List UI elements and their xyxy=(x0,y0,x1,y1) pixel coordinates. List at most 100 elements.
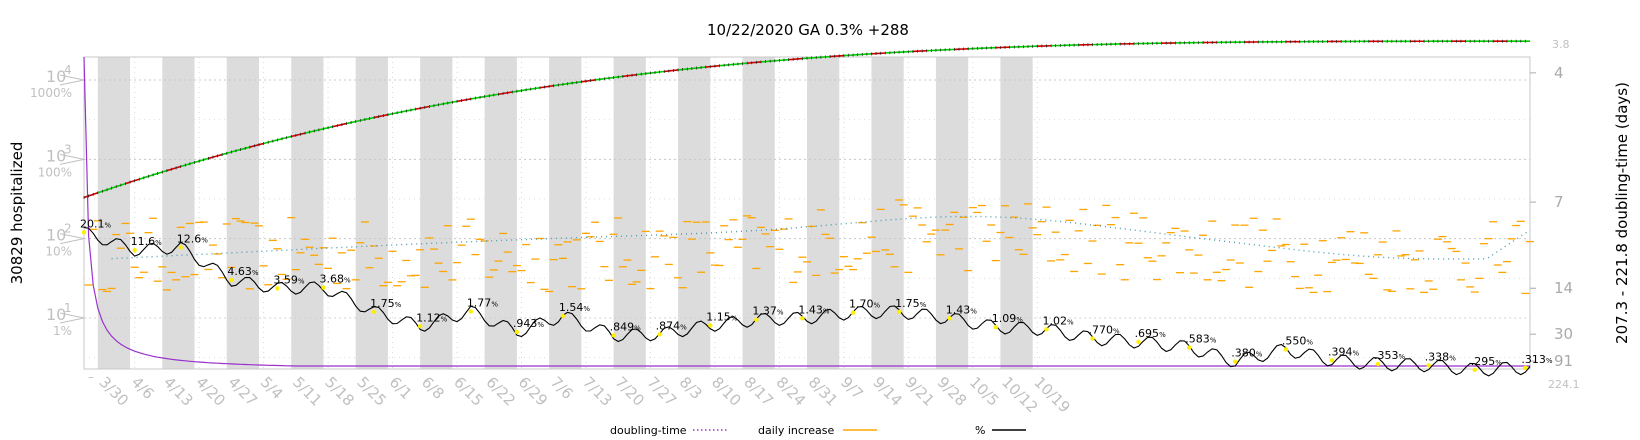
cumulative-segment xyxy=(608,76,614,79)
percent-marker xyxy=(611,333,616,338)
weekend-band xyxy=(678,57,711,369)
cumulative-segment xyxy=(254,143,260,147)
cumulative-segment xyxy=(286,135,292,139)
percent-sign: % xyxy=(731,314,738,322)
percent-label: 1.77% xyxy=(467,296,499,309)
percent-marker xyxy=(850,310,856,315)
left-tick-percent: 100% xyxy=(38,165,72,179)
percent-label: 1.12% xyxy=(416,311,448,324)
cumulative-segment xyxy=(373,115,379,119)
percent-sign: % xyxy=(1113,328,1120,336)
cumulative-segment xyxy=(332,124,338,128)
cumulative-segment xyxy=(235,148,241,152)
percent-label: .874% xyxy=(656,319,688,332)
percent-marker xyxy=(1375,361,1381,367)
percent-marker xyxy=(1090,336,1095,341)
percent-sign: % xyxy=(634,324,641,332)
cumulative-series xyxy=(83,39,1531,200)
weekend-band xyxy=(97,57,131,369)
x-tick-label: 10/12 xyxy=(998,373,1041,416)
percent-marker xyxy=(1283,347,1289,352)
cumulative-segment xyxy=(189,161,195,165)
x-tick-label: 8/31 xyxy=(805,373,842,410)
right-axis-bottom: 224.1 xyxy=(1548,378,1580,391)
left-tick: 104 1000% xyxy=(30,63,85,100)
percent-sign: % xyxy=(874,302,881,310)
cumulative-segment xyxy=(470,97,476,100)
legend-label-doubling-time: doubling-time xyxy=(610,424,687,437)
cumulative-segment xyxy=(489,94,494,97)
weekend-band xyxy=(871,57,904,369)
percent-sign: % xyxy=(1546,357,1553,365)
right-axis-ticks: 4 7 14 30 91 xyxy=(1530,64,1573,370)
percent-label: .849% xyxy=(610,320,642,333)
cumulative-segment xyxy=(613,76,619,79)
x-tick-label: 10/19 xyxy=(1030,373,1073,416)
weekend-band xyxy=(484,57,517,369)
cumulative-segment xyxy=(355,119,361,123)
percent-sign: % xyxy=(395,301,402,309)
x-tick-label: 6/22 xyxy=(482,373,519,410)
cumulative-segment xyxy=(618,75,623,78)
percent-sign: % xyxy=(1449,354,1456,362)
percent-sign: % xyxy=(491,300,498,308)
cumulative-segment xyxy=(337,123,343,127)
cumulative-segment xyxy=(258,142,264,146)
percent-label: 3.68% xyxy=(319,273,351,286)
cumulative-segment xyxy=(139,176,145,180)
x-tick-label: 10/5 xyxy=(966,373,1003,410)
cumulative-segment xyxy=(88,193,94,197)
cumulative-segment xyxy=(535,86,541,90)
cumulative-segment xyxy=(562,82,568,86)
left-tick-exponent: 1 xyxy=(64,301,72,315)
cumulative-segment xyxy=(268,140,274,144)
cumulative-segment xyxy=(622,75,628,78)
cumulative-segment xyxy=(585,79,591,82)
cumulative-segment xyxy=(106,187,112,191)
left-tick-label: 10 xyxy=(46,226,66,245)
x-tick-label: 8/24 xyxy=(773,373,810,410)
left-tick-percent: 1% xyxy=(53,324,72,338)
x-tick-label: 9/28 xyxy=(934,373,971,410)
cumulative-segment xyxy=(83,195,89,199)
cumulative-segment xyxy=(410,108,416,111)
x-tick-label: 5/11 xyxy=(289,373,326,410)
cumulative-segment xyxy=(143,175,149,179)
percent-marker xyxy=(708,323,713,328)
cumulative-segment xyxy=(507,91,513,94)
percent-marker xyxy=(1426,363,1431,368)
percent-sign: % xyxy=(1495,359,1502,367)
cumulative-segment xyxy=(198,158,204,162)
x-axis-ticks: 3/304/6 4/134/204/275/4 5/115/185/256/1 6/8… xyxy=(88,370,1074,416)
grid-lines xyxy=(84,57,1530,369)
percent-sign: % xyxy=(1352,349,1359,357)
percent-label: 12.6% xyxy=(177,232,209,245)
cumulative-segment xyxy=(479,95,485,99)
cumulative-segment xyxy=(369,116,375,120)
right-tick-label: 7 xyxy=(1554,193,1564,211)
percent-label: 1.54% xyxy=(559,301,591,314)
right-axis-label: 207.3 - 221.8 doubling-time (days) xyxy=(1613,82,1631,344)
cumulative-segment xyxy=(595,78,600,81)
cumulative-segment xyxy=(291,134,297,138)
weekend-band xyxy=(291,57,324,369)
cumulative-segment xyxy=(456,99,462,103)
left-tick-arrow xyxy=(59,312,85,324)
left-axis-label: 30829 hospitalized xyxy=(8,142,26,285)
daily-trend-series xyxy=(111,215,1531,260)
x-tick-label: 7/13 xyxy=(579,373,616,410)
cumulative-segment xyxy=(304,131,310,134)
daily-increase-series xyxy=(84,199,1534,295)
percent-marker xyxy=(993,324,999,330)
cumulative-segment xyxy=(627,74,633,77)
percent-marker xyxy=(1044,327,1049,332)
x-tick-label: 5/25 xyxy=(353,373,390,410)
percent-label: 1.15% xyxy=(706,310,738,323)
cumulative-segment xyxy=(664,70,669,73)
x-tick-label: 8/3 xyxy=(676,373,706,403)
cumulative-segment xyxy=(438,103,444,106)
cumulative-segment xyxy=(244,146,250,150)
percent-sign: % xyxy=(1306,338,1313,346)
